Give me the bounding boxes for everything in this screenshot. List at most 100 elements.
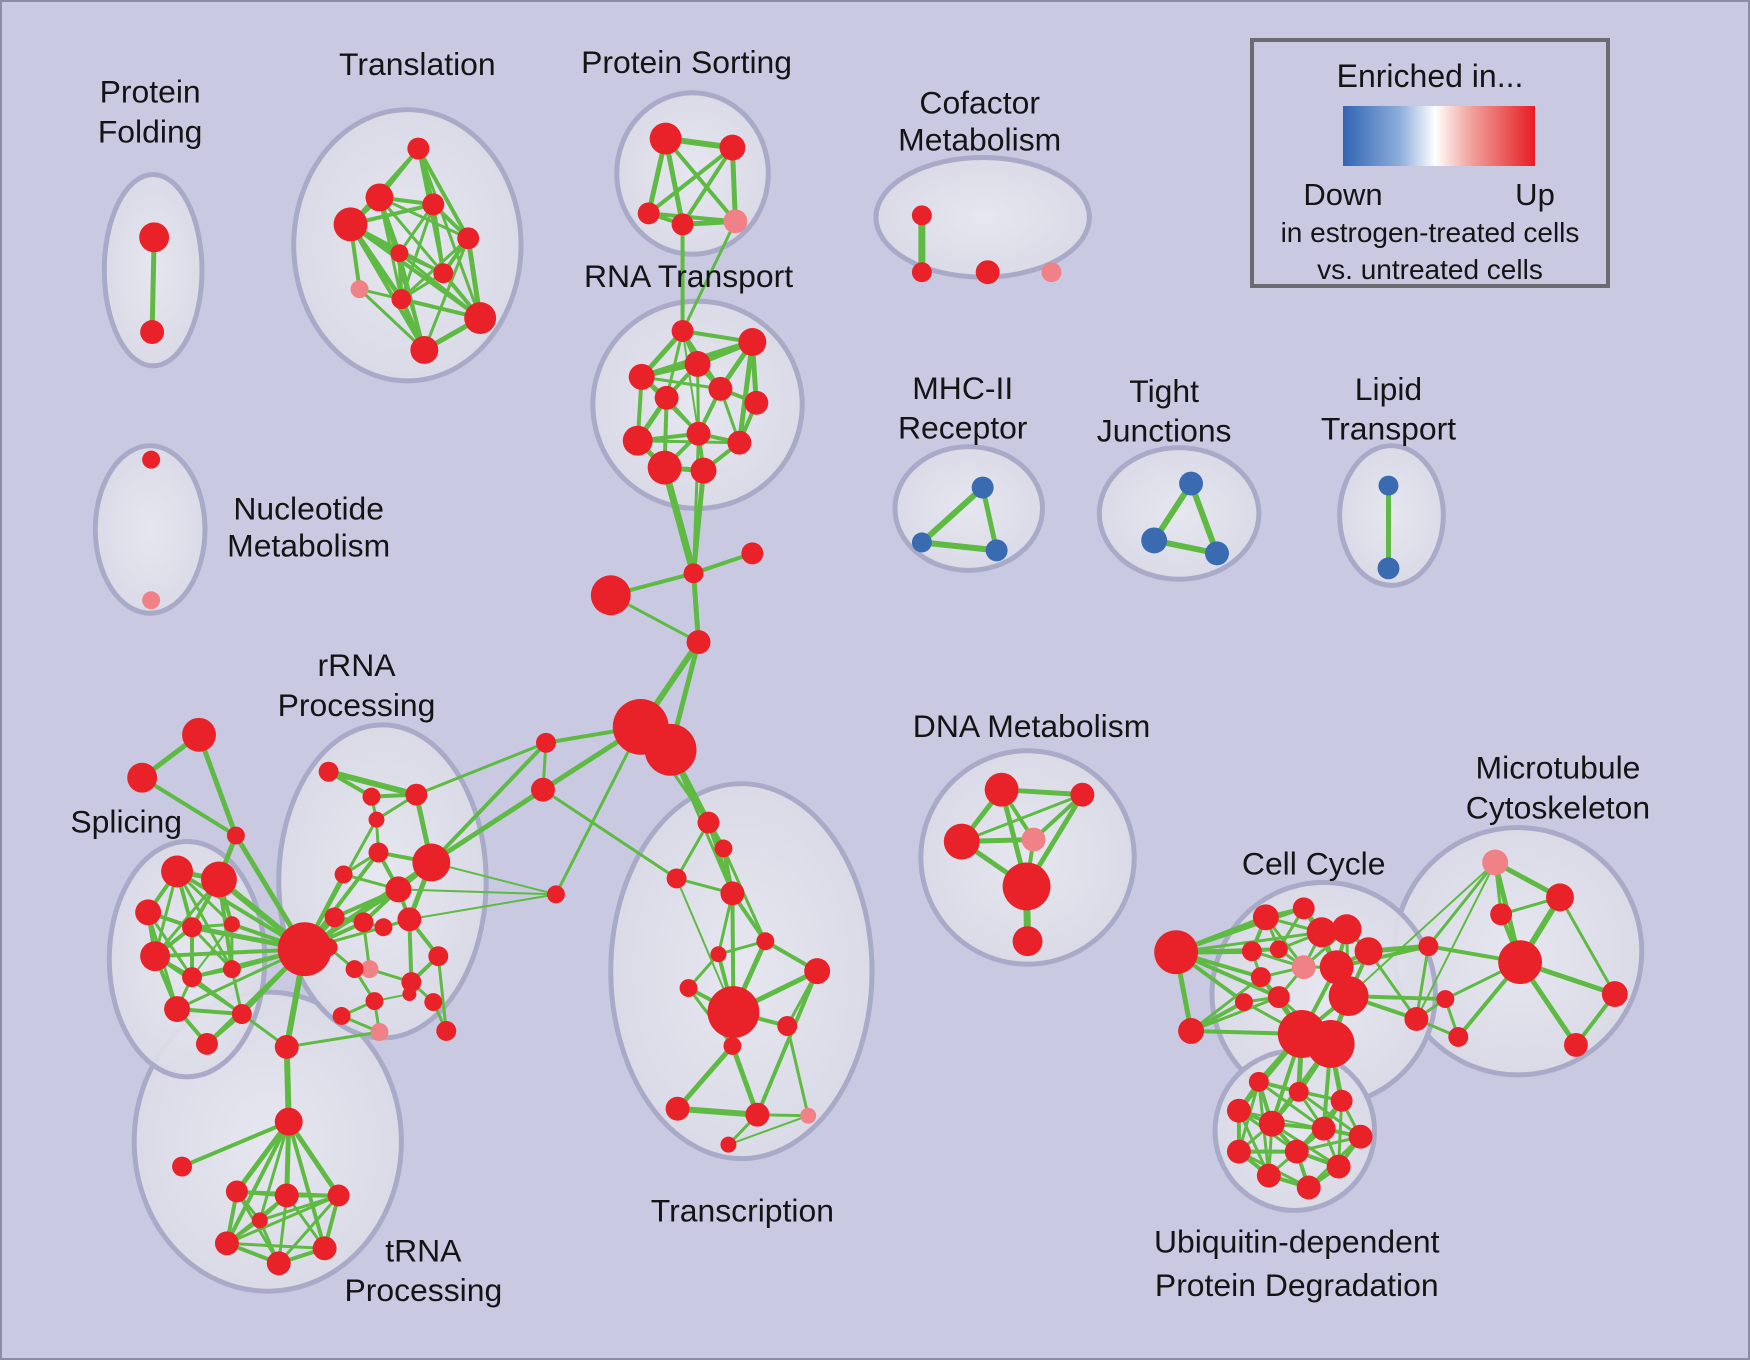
gene-set-node-33 [1041,262,1062,283]
gene-set-node-19 [738,328,767,356]
gene-set-node-52 [140,941,171,972]
cluster-nucleotide-metabolism [92,443,208,616]
gene-set-node-43 [142,591,161,610]
gene-set-node-130 [1269,940,1288,959]
gene-set-node-114 [800,1107,817,1124]
gene-set-node-159 [1256,1163,1281,1188]
edge-18-26 [681,330,700,435]
gene-set-node-136 [1328,976,1369,1017]
cluster-transcription [608,781,875,1162]
gene-set-node-56 [231,1004,252,1024]
gene-set-node-63 [368,842,389,863]
cluster-rrna-processing [276,722,489,1041]
gene-set-node-143 [1546,883,1574,912]
gene-set-node-49 [135,899,162,926]
gene-set-node-51 [223,916,240,933]
gene-set-node-1 [140,320,165,344]
gene-set-node-79 [436,1020,457,1041]
gene-set-node-160 [1296,1175,1321,1200]
gene-set-node-102 [714,839,733,858]
edge-110-114 [785,1024,810,1118]
gene-set-node-20 [684,350,711,377]
gene-set-node-123 [1178,1018,1205,1044]
label-nucleotide-metabolism: Nucleotide Metabolism [227,491,390,564]
gene-set-node-60 [362,787,381,806]
label-mhc-ii-receptor: MHC-II Receptor [898,370,1028,446]
gene-set-node-155 [1348,1124,1373,1149]
gene-set-node-7 [390,244,409,263]
gene-set-node-69 [374,918,393,937]
gene-set-node-9 [350,280,369,299]
label-translation: Translation [339,46,496,82]
gene-set-node-149 [1248,1071,1269,1092]
gene-set-node-119 [1021,827,1046,852]
gene-set-node-117 [1070,782,1095,807]
label-trna-processing: tRNA Processing [344,1232,502,1308]
gene-set-node-140 [1418,936,1439,957]
edge-5-12 [348,222,427,352]
gene-set-node-66 [385,876,412,903]
gene-set-node-4 [422,193,445,216]
legend-caption-line2: vs. untreated cells [1317,254,1543,285]
edge-97-61 [414,741,548,797]
gene-set-node-144 [1490,903,1513,926]
edge-97-65 [429,740,548,865]
gene-set-node-158 [1326,1154,1351,1179]
edge-142-136 [1347,861,1497,998]
cluster-lipid-transport [1337,443,1446,588]
edge-2-11 [416,147,482,320]
gene-set-node-134 [1319,950,1354,985]
edge-37-39 [1188,480,1220,557]
label-splicing: Splicing [70,804,182,840]
gene-set-node-74 [401,972,422,993]
legend-box: Enriched in... Down Up in estrogen-treat… [1250,38,1610,288]
gene-set-node-15 [637,202,660,225]
edge-21-22 [640,375,722,391]
gene-set-node-10 [391,289,412,310]
gene-set-node-121 [1012,926,1043,957]
gene-set-node-3 [365,183,394,212]
gene-set-node-131 [1250,967,1271,988]
gene-set-node-68 [353,912,374,933]
gene-set-node-115 [720,1136,737,1153]
legend-up-label: Up [1515,177,1555,212]
edge-87-90 [277,1193,341,1265]
gene-set-node-77 [424,993,443,1012]
gene-set-node-127 [1331,914,1362,945]
gene-set-node-113 [745,1102,770,1127]
gene-set-node-12 [410,336,439,364]
legend-gradient-bar [1343,106,1535,166]
cluster-mhc-ii-receptor [892,444,1045,573]
edge-83-89 [286,1119,327,1251]
edge-137-140 [1414,944,1430,1021]
edge-112-113 [674,1105,761,1118]
gene-set-node-73 [345,960,364,979]
edge-99-65 [430,861,557,896]
label-cell-cycle: Cell Cycle [1242,845,1386,881]
gene-set-node-64 [334,865,353,884]
edge-83-87 [286,1119,342,1198]
edge-34-35 [918,484,986,546]
label-lipid-transport: Lipid Transport [1321,371,1456,447]
edge-149-154 [1257,1080,1326,1131]
edge-88-89 [225,1241,327,1250]
gene-set-node-150 [1288,1081,1309,1102]
edge-87-88 [225,1193,341,1245]
edge-111-113 [729,1043,760,1118]
gene-set-node-38 [1141,527,1168,554]
gene-set-node-124 [1252,904,1279,931]
gene-set-node-85 [225,1180,248,1203]
gene-set-node-25 [622,425,653,456]
legend-down-label: Down [1303,177,1383,212]
gene-set-node-36 [985,539,1008,562]
gene-set-node-103 [666,868,687,889]
gene-set-node-132 [1267,986,1290,1009]
edge-35-36 [918,539,1000,554]
edge-143-146 [1558,895,1617,996]
gene-set-node-125 [1292,897,1315,920]
gene-set-node-47 [161,855,194,888]
edge-14-16 [680,145,735,227]
gene-set-node-80 [370,1022,389,1041]
gene-set-node-84 [172,1156,193,1177]
gene-set-node-120 [1002,862,1051,911]
